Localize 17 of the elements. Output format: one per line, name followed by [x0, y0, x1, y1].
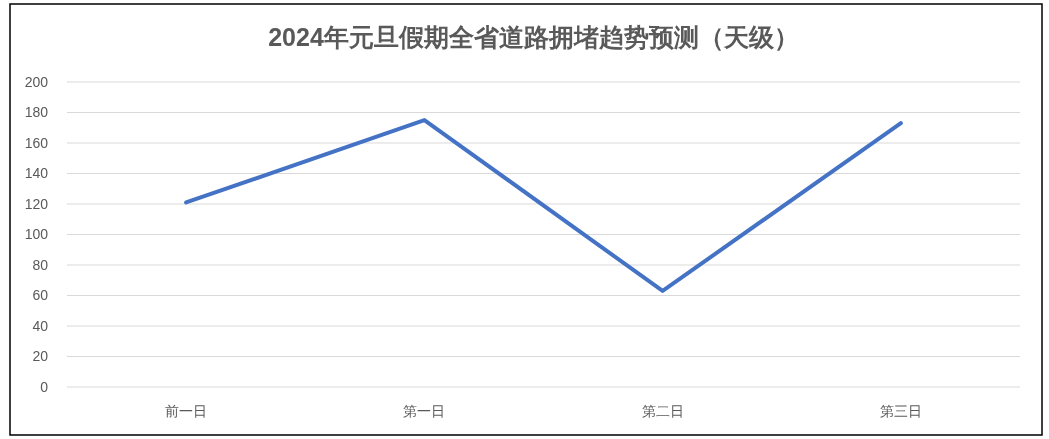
y-tick-label: 100: [24, 226, 49, 243]
y-tick-label: 140: [24, 165, 49, 182]
x-tick-label: 第三日: [879, 403, 922, 419]
y-tick-label: 60: [32, 287, 49, 304]
y-tick-label: 0: [40, 378, 49, 395]
x-tick-label: 前一日: [165, 403, 208, 419]
y-tick-label: 120: [24, 195, 49, 212]
y-tick-label: 200: [24, 73, 49, 90]
y-tick-label: 80: [32, 256, 49, 273]
x-tick-label: 第二日: [641, 403, 684, 419]
y-tick-label: 180: [24, 104, 49, 121]
y-tick-label: 40: [32, 317, 49, 334]
y-tick-label: 20: [32, 348, 49, 365]
y-tick-label: 160: [24, 134, 49, 151]
line-series: [184, 118, 903, 293]
chart-title: 2024年元旦假期全省道路拥堵趋势预测（天级）: [268, 23, 799, 51]
x-tick-label: 第一日: [403, 403, 446, 419]
